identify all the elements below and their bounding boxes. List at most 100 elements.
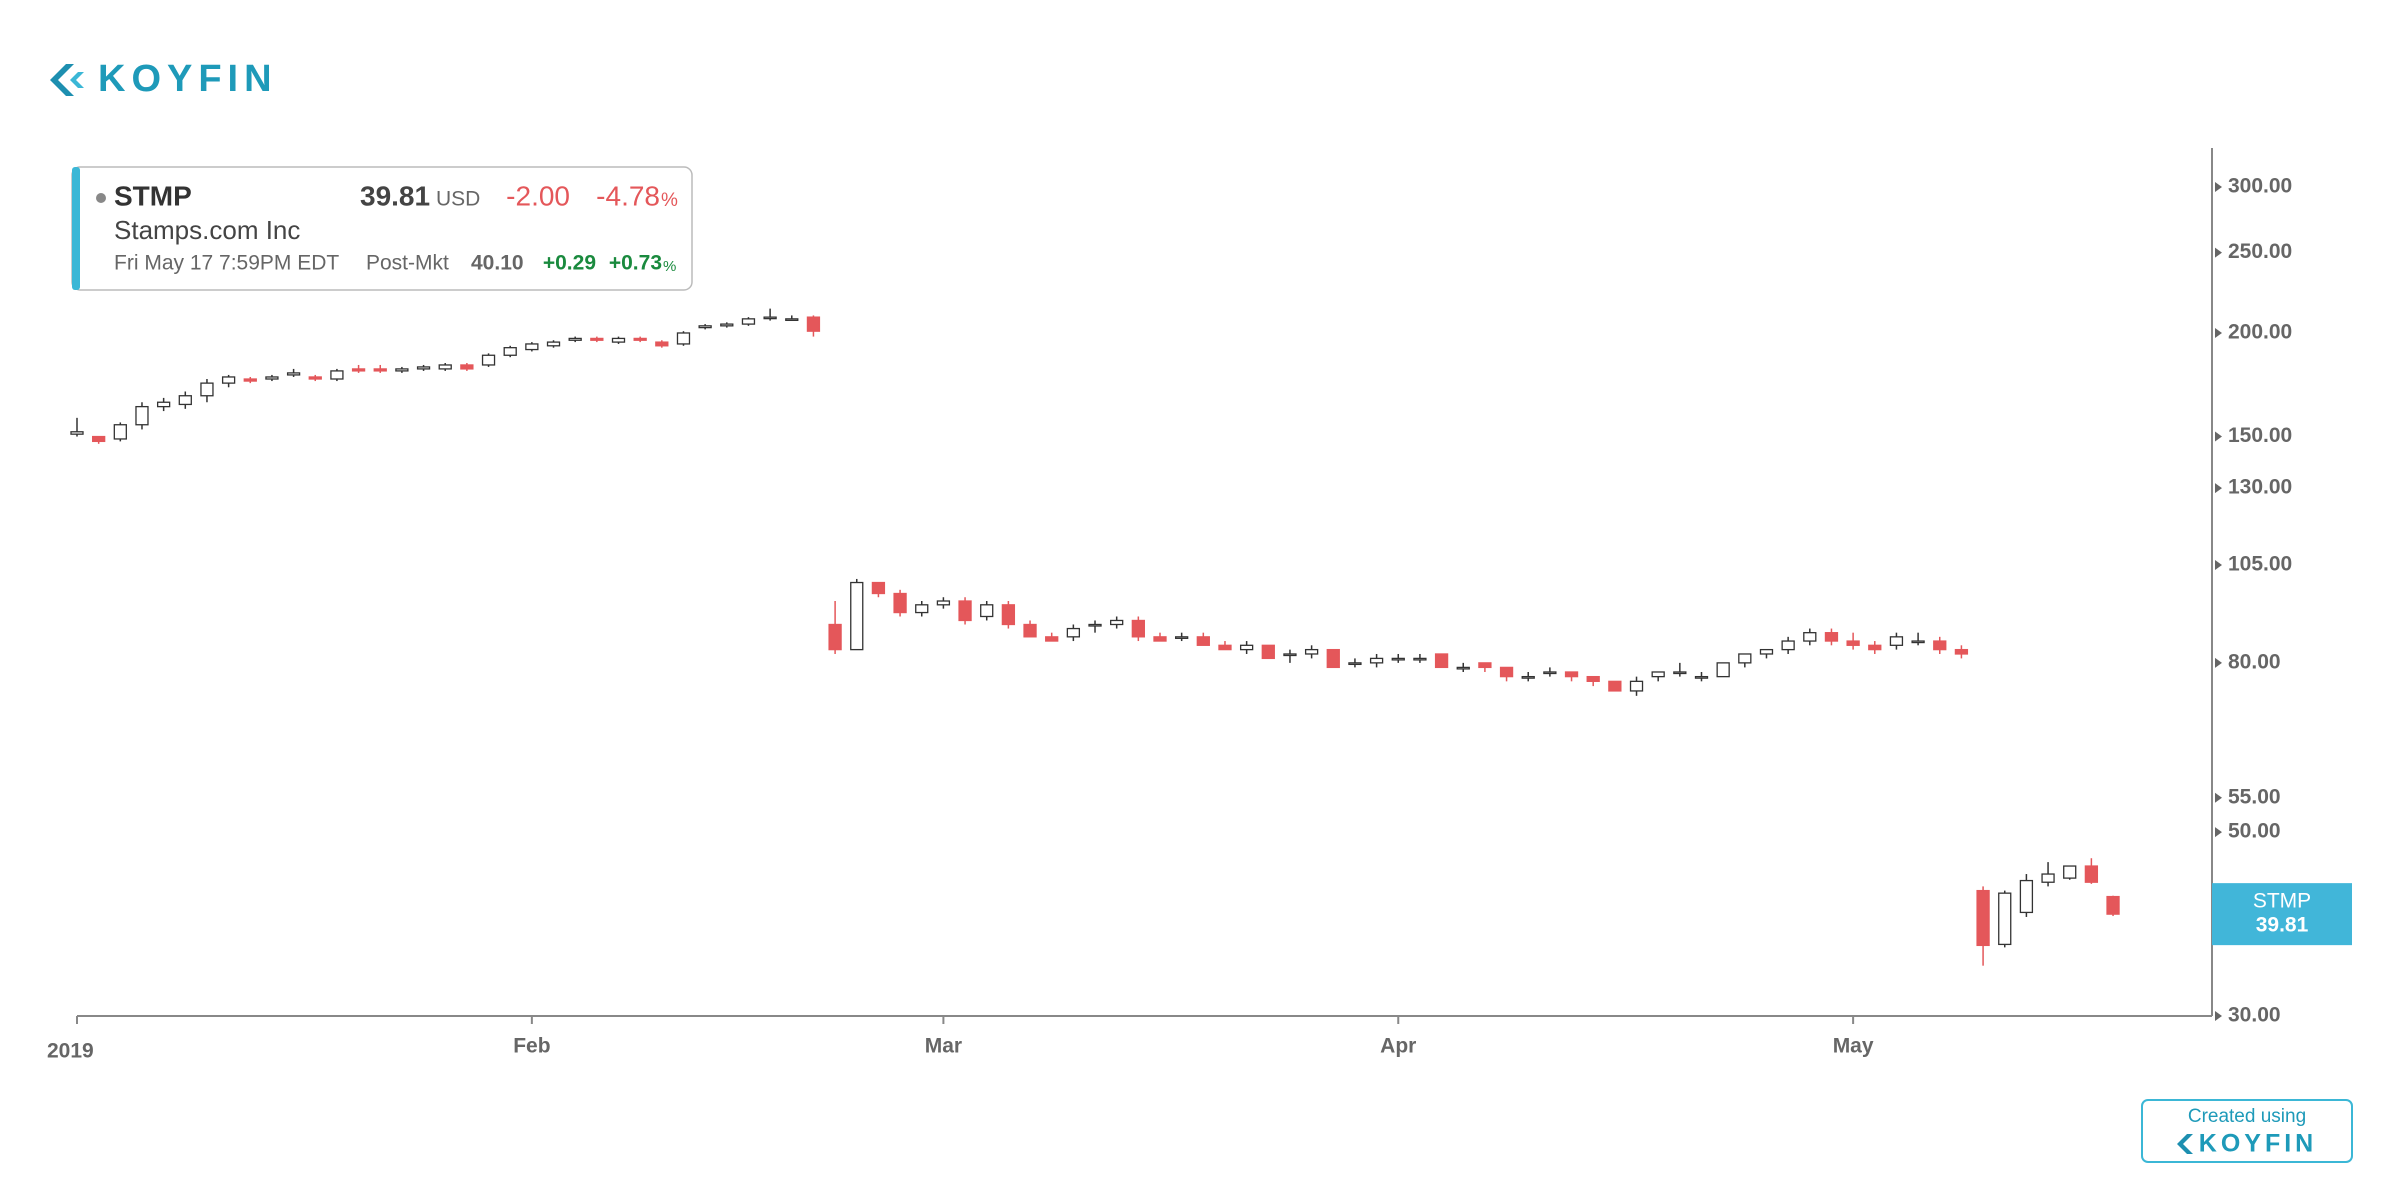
candle-body bbox=[1716, 662, 1730, 678]
y-tick-label: 200.00 bbox=[2228, 321, 2292, 344]
y-tick-mark bbox=[2215, 792, 2222, 803]
candle-body bbox=[221, 376, 236, 384]
candle-body bbox=[1499, 666, 1514, 678]
candle-body bbox=[525, 343, 539, 351]
y-tick-label: 50.00 bbox=[2228, 820, 2281, 843]
footer-badge: Created using KOYFIN bbox=[2141, 1099, 2353, 1163]
candle-body bbox=[1803, 632, 1817, 642]
candle-body bbox=[1196, 636, 1210, 646]
y-tick-label: 300.00 bbox=[2228, 175, 2292, 198]
y-tick-mark bbox=[2215, 327, 2222, 338]
candle-body bbox=[308, 376, 322, 380]
last-price-symbol: STMP bbox=[2253, 890, 2311, 913]
badge-text: Created using bbox=[2188, 1106, 2306, 1127]
y-tick-label: 30.00 bbox=[2228, 1004, 2281, 1027]
x-tick-label: 2019 bbox=[47, 1040, 94, 1063]
candle-body bbox=[1933, 640, 1947, 651]
session: Post-Mkt bbox=[366, 252, 449, 275]
candle-body bbox=[1543, 671, 1557, 675]
candle-body bbox=[1629, 680, 1644, 692]
candle-body bbox=[1175, 636, 1189, 639]
candle-body bbox=[1218, 644, 1232, 651]
candle-body bbox=[1348, 662, 1362, 666]
candle-body bbox=[1326, 648, 1340, 669]
candle-body bbox=[1023, 623, 1037, 638]
candle-body bbox=[92, 435, 106, 443]
symbol: STMP bbox=[114, 180, 192, 211]
candle-body bbox=[871, 581, 886, 595]
candle-body bbox=[1456, 666, 1470, 670]
post-change: +0.29 bbox=[543, 252, 596, 275]
quote-panel: STMP 39.81 USD -2.00 -4.78 % Stamps.com … bbox=[71, 166, 693, 291]
candle-body bbox=[1608, 680, 1622, 692]
candle-body bbox=[1478, 662, 1492, 669]
candle-body bbox=[416, 366, 431, 370]
currency: USD bbox=[436, 188, 480, 211]
candle-body bbox=[2084, 865, 2099, 883]
candle-body bbox=[70, 431, 84, 435]
candle-body bbox=[1391, 657, 1405, 661]
candle-body bbox=[1759, 648, 1774, 655]
candle-body bbox=[1153, 636, 1167, 642]
candle-body bbox=[1889, 636, 1904, 646]
candle-body bbox=[936, 600, 951, 606]
candle-body bbox=[741, 318, 756, 325]
candle-body bbox=[481, 354, 496, 366]
candle-body bbox=[1088, 623, 1102, 627]
logo-icon bbox=[50, 64, 74, 96]
candle-body bbox=[135, 405, 149, 426]
logo-text: KOYFIN bbox=[98, 58, 278, 100]
candle-body bbox=[1998, 892, 2012, 946]
y-tick-mark bbox=[2215, 559, 2222, 570]
candle-body bbox=[698, 325, 712, 329]
candle-body bbox=[1131, 619, 1145, 638]
candle-body bbox=[1846, 640, 1860, 646]
candle-body bbox=[200, 382, 214, 397]
candle-body bbox=[568, 337, 582, 341]
candle-body bbox=[546, 341, 561, 347]
candle-body bbox=[785, 318, 799, 322]
candle-body bbox=[1434, 653, 1449, 669]
candle-body bbox=[286, 372, 301, 376]
company-name: Stamps.com Inc bbox=[114, 215, 300, 245]
candle-body bbox=[156, 401, 171, 408]
candle-body bbox=[1110, 619, 1124, 626]
candle-body bbox=[243, 378, 257, 382]
price: 39.81 bbox=[360, 180, 430, 211]
candle-body bbox=[1673, 671, 1687, 675]
candle-body bbox=[330, 370, 344, 380]
pct-unit: % bbox=[661, 190, 678, 211]
badge-icon bbox=[2177, 1134, 2193, 1154]
y-tick-mark bbox=[2215, 182, 2222, 192]
candle-body bbox=[2063, 865, 2077, 879]
y-tick-mark bbox=[2215, 431, 2222, 442]
candle-body bbox=[1239, 644, 1254, 651]
quote-time: Fri May 17 7:59PM EDT bbox=[114, 252, 339, 275]
candle-body bbox=[611, 337, 626, 343]
y-tick-label: 250.00 bbox=[2228, 240, 2292, 263]
candle-body bbox=[806, 316, 821, 332]
candle-body bbox=[373, 368, 387, 372]
candle-body bbox=[265, 376, 279, 380]
candle-body bbox=[2041, 873, 2055, 883]
candle-body bbox=[763, 316, 777, 320]
candle-body bbox=[1954, 648, 1969, 655]
candle-body bbox=[1868, 644, 1882, 651]
badge-box bbox=[2141, 1099, 2353, 1163]
candle-body bbox=[2019, 879, 2034, 914]
candle-body bbox=[1066, 627, 1081, 638]
candle-body bbox=[460, 364, 474, 370]
candle-body bbox=[1413, 657, 1427, 661]
candle-body bbox=[1261, 644, 1275, 660]
y-tick-mark bbox=[2215, 1011, 2222, 1021]
y-tick-label: 105.00 bbox=[2228, 553, 2292, 576]
candle-body bbox=[438, 364, 452, 370]
y-tick-mark bbox=[2215, 483, 2222, 494]
candle-body bbox=[178, 395, 192, 406]
candle-body bbox=[590, 337, 604, 341]
candle-body bbox=[113, 424, 127, 440]
y-tick-label: 80.00 bbox=[2228, 650, 2281, 673]
candle-body bbox=[1369, 657, 1384, 664]
change: -2.00 bbox=[506, 180, 570, 211]
candle-body bbox=[893, 592, 907, 614]
